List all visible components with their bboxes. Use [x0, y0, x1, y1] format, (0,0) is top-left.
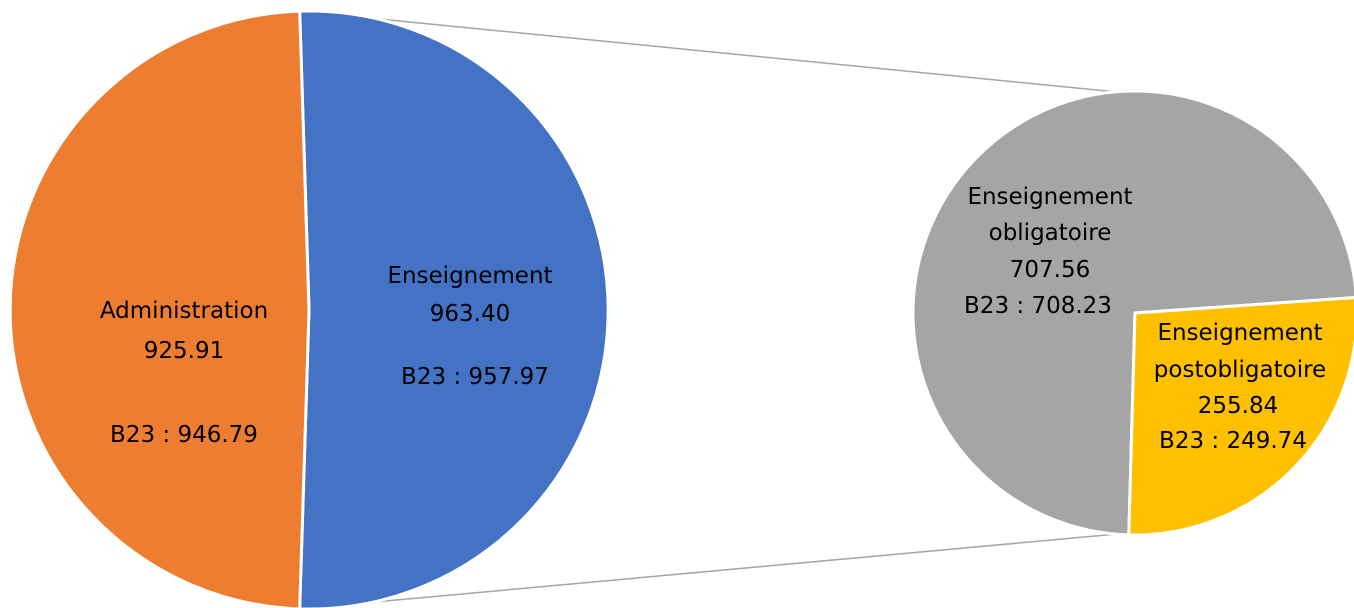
slice-enseignement-postobligatoire[interactable]: [1127, 296, 1354, 537]
label-postobligatoire-line1: Enseignement: [1157, 320, 1322, 346]
label-enseignement-postobligatoire: Enseignement postobligatoire 255.84 B23 …: [1154, 320, 1326, 454]
connector-line-top: [299, 10, 1116, 93]
label-enseignement-name: Enseignement: [387, 263, 552, 289]
label-administration-name: Administration: [100, 298, 268, 324]
label-postobligatoire-line2: postobligatoire: [1154, 357, 1326, 383]
label-obligatoire-value: 707.56: [1010, 257, 1090, 283]
label-enseignement-obligatoire: Enseignement obligatoire 707.56 B23 : 70…: [964, 184, 1133, 319]
label-postobligatoire-b23: B23 : 249.74: [1159, 428, 1307, 454]
slice-administration[interactable]: [8, 9, 311, 608]
label-postobligatoire-value: 255.84: [1198, 393, 1278, 419]
label-administration: Administration 925.91 B23 : 946.79: [100, 298, 268, 448]
label-enseignement: Enseignement 963.40 B23 : 957.97: [387, 263, 552, 390]
label-enseignement-b23: B23 : 957.97: [401, 364, 549, 390]
label-administration-b23: B23 : 946.79: [110, 422, 258, 448]
label-obligatoire-b23: B23 : 708.23: [964, 293, 1112, 319]
slice-enseignement[interactable]: [298, 9, 610, 608]
label-administration-value: 925.91: [144, 338, 224, 364]
label-enseignement-value: 963.40: [430, 301, 510, 327]
connector-line-bottom: [300, 533, 1116, 608]
label-obligatoire-line2: obligatoire: [989, 220, 1112, 246]
label-obligatoire-line1: Enseignement: [967, 184, 1132, 210]
